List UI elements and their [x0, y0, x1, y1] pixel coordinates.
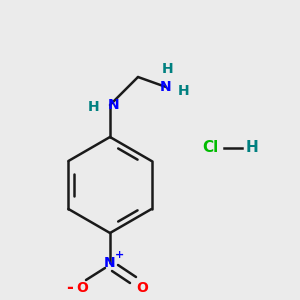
Text: N: N — [160, 80, 172, 94]
Text: -: - — [67, 279, 73, 297]
Text: N: N — [108, 98, 120, 112]
Text: H: H — [178, 84, 190, 98]
Text: N: N — [104, 256, 116, 270]
Text: +: + — [116, 250, 124, 260]
Text: H: H — [246, 140, 258, 155]
Text: H: H — [88, 100, 100, 114]
Text: O: O — [76, 281, 88, 295]
Text: O: O — [136, 281, 148, 295]
Text: H: H — [162, 62, 174, 76]
Text: Cl: Cl — [202, 140, 218, 155]
